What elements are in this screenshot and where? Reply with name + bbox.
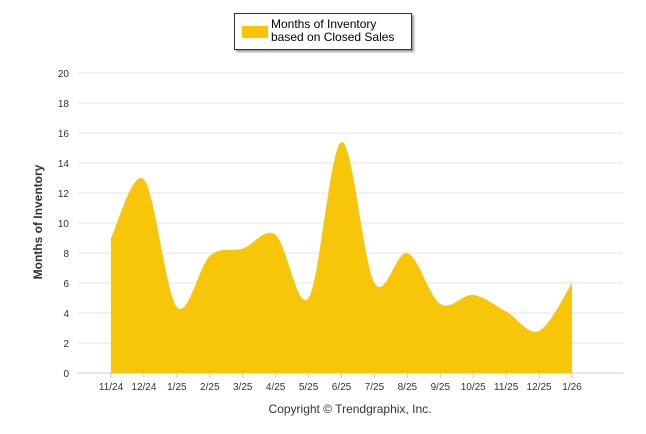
x-tick-label: 12/25 bbox=[527, 382, 552, 393]
x-tick-label: 9/25 bbox=[431, 382, 451, 393]
y-tick-label: 14 bbox=[58, 159, 70, 170]
x-tick-label: 4/25 bbox=[266, 382, 286, 393]
legend-label: Months of Inventory based on Closed Sale… bbox=[271, 17, 395, 44]
y-tick-label: 12 bbox=[58, 189, 70, 200]
y-tick-label: 2 bbox=[63, 339, 69, 350]
x-tick-label: 7/25 bbox=[365, 382, 385, 393]
x-tick-label: 3/25 bbox=[233, 382, 253, 393]
x-tick-label: 11/24 bbox=[99, 382, 124, 393]
y-tick-label: 8 bbox=[63, 249, 69, 260]
legend-swatch bbox=[242, 26, 268, 38]
y-tick-label: 10 bbox=[58, 219, 70, 230]
x-tick-label: 6/25 bbox=[332, 382, 352, 393]
y-tick-label: 18 bbox=[58, 99, 70, 110]
x-tick-label: 5/25 bbox=[299, 382, 319, 393]
area-series bbox=[111, 141, 573, 373]
y-axis-title: Months of Inventory bbox=[31, 164, 45, 280]
x-tick-label: 10/25 bbox=[461, 382, 486, 393]
x-tick-label: 2/25 bbox=[200, 382, 220, 393]
x-tick-label: 1/25 bbox=[167, 382, 187, 393]
y-tick-label: 0 bbox=[63, 369, 69, 380]
y-tick-label: 20 bbox=[58, 69, 70, 80]
x-tick-label: 8/25 bbox=[398, 382, 418, 393]
copyright-text: Copyright © Trendgraphix, Inc. bbox=[268, 402, 432, 416]
legend[interactable]: Months of Inventory based on Closed Sale… bbox=[234, 13, 412, 50]
x-tick-label: 1/26 bbox=[562, 382, 582, 393]
x-tick-label: 11/25 bbox=[494, 382, 519, 393]
y-tick-label: 16 bbox=[58, 129, 70, 140]
y-tick-label: 4 bbox=[63, 309, 69, 320]
y-tick-label: 6 bbox=[63, 279, 69, 290]
x-tick-label: 12/24 bbox=[131, 382, 156, 393]
